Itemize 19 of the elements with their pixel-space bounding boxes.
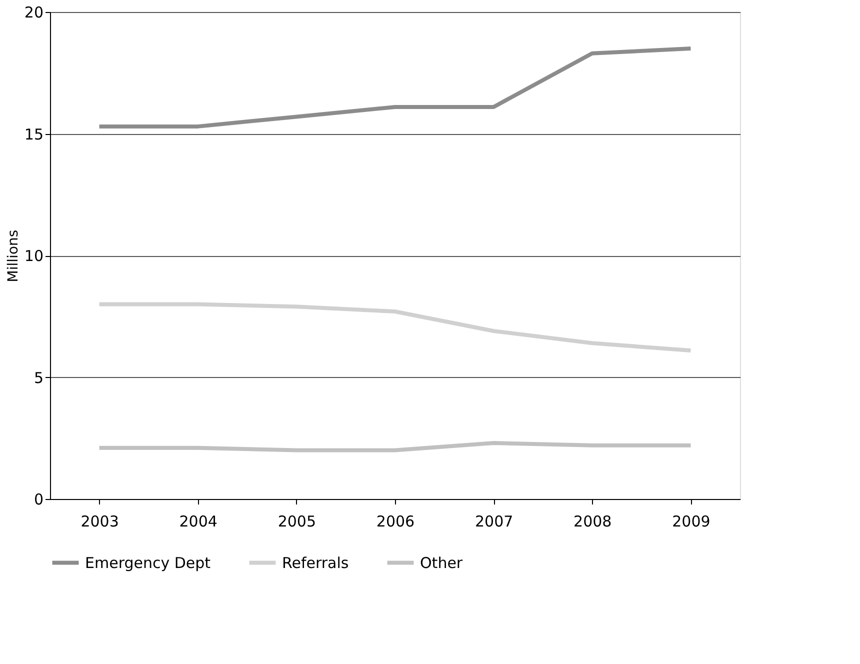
legend-label: Referrals [282, 554, 349, 572]
line-series [97, 46, 693, 128]
y-tick-label: 20 [24, 4, 44, 22]
x-tick-label: 2009 [672, 512, 710, 530]
legend-label: Other [420, 554, 464, 572]
x-tick-label: 2007 [474, 512, 514, 530]
x-tick-label: 2006 [376, 512, 415, 530]
y-axis-title: Millions [5, 230, 22, 282]
y-tick-label: 5 [34, 368, 44, 387]
line-series [97, 302, 693, 352]
x-tick-label: 2008 [574, 512, 612, 530]
x-tick-label: 2003 [80, 512, 119, 530]
y-tick-label: 10 [24, 247, 44, 265]
x-tick-label: 2005 [278, 512, 316, 530]
legend-label: Emergency Dept [85, 554, 211, 572]
y-tick-label: 15 [24, 125, 44, 144]
x-tick-label: 2004 [179, 512, 218, 530]
line-series [97, 440, 693, 452]
y-tick-label: 0 [34, 490, 44, 508]
